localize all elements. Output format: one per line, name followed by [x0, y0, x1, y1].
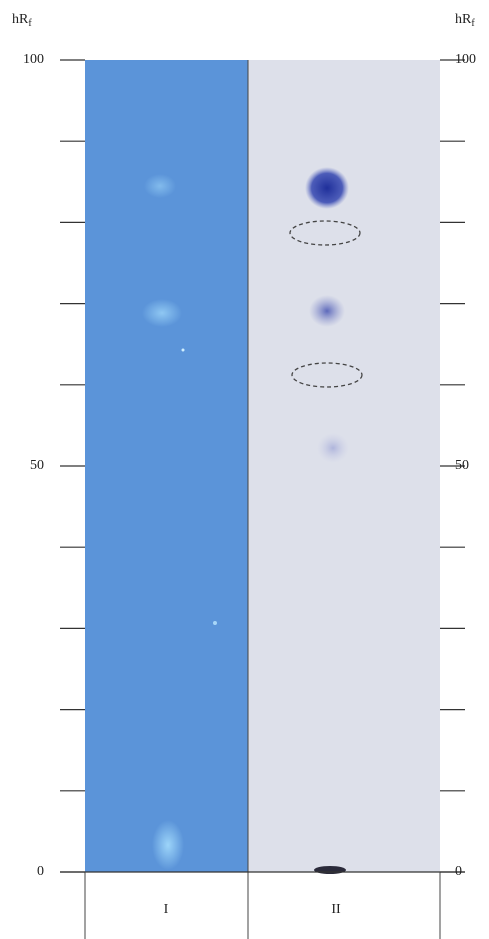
spot: [309, 295, 345, 327]
speck: [213, 621, 217, 625]
axis-label-main: hR: [12, 12, 29, 27]
speck: [182, 349, 185, 352]
axis-label-left: hRf: [12, 12, 32, 29]
tlc-figure: I II hRf hRf 005050100100: [0, 0, 489, 939]
lane-label: I: [164, 902, 169, 917]
axis-label-main: hR: [455, 12, 472, 27]
spot: [317, 433, 349, 463]
y-tick-label: 50: [455, 458, 469, 473]
y-tick-label: 100: [455, 52, 476, 67]
axis-label-sub: f: [28, 18, 32, 29]
axis-label-right: hRf: [455, 12, 475, 29]
y-tick-label: 50: [30, 458, 44, 473]
spot: [305, 167, 349, 209]
lane-label: II: [331, 902, 341, 917]
start-spot: [314, 866, 346, 874]
start-spot: [152, 820, 184, 870]
y-tick-label: 0: [455, 864, 462, 879]
axis-label-sub: f: [471, 18, 475, 29]
spot: [142, 299, 182, 327]
y-tick-label: 0: [37, 864, 44, 879]
spot: [144, 174, 176, 198]
y-tick-label: 100: [23, 52, 44, 67]
